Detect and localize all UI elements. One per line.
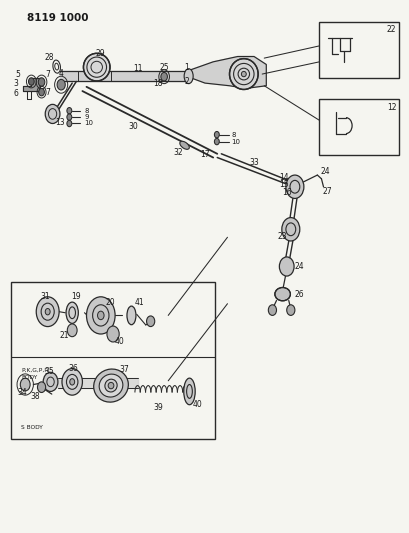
Circle shape [20,378,30,391]
Circle shape [67,114,72,120]
Circle shape [57,79,65,90]
Text: 8: 8 [84,108,89,114]
Circle shape [70,378,74,385]
Text: 8119 1000: 8119 1000 [27,13,88,23]
Ellipse shape [241,71,246,77]
Ellipse shape [180,141,189,149]
Bar [11,282,215,439]
Circle shape [45,309,50,315]
Text: 24: 24 [293,262,303,271]
Text: 1: 1 [184,63,189,71]
Text: P,K,G,P,R: P,K,G,P,R [21,368,48,373]
Text: 28: 28 [44,53,54,62]
Text: 10: 10 [84,120,93,126]
Text: 5: 5 [16,70,20,78]
Text: 32: 32 [173,148,183,157]
Text: 9: 9 [84,114,89,120]
Circle shape [62,368,82,395]
Ellipse shape [93,369,128,402]
Text: 34: 34 [18,388,27,397]
Text: 21: 21 [59,331,69,340]
Ellipse shape [108,382,114,389]
Polygon shape [190,56,265,88]
Text: 2: 2 [184,77,189,86]
Text: 39: 39 [153,403,162,412]
Text: 17: 17 [200,150,209,159]
Circle shape [214,139,219,145]
Text: 16: 16 [281,188,291,197]
Text: 18: 18 [153,79,162,88]
Text: 35: 35 [44,367,54,376]
Circle shape [43,372,58,391]
Ellipse shape [184,69,193,84]
Circle shape [107,326,119,342]
Text: 14: 14 [279,173,288,182]
Polygon shape [23,78,39,91]
Circle shape [267,305,276,316]
Text: 40: 40 [192,400,202,409]
Text: 31: 31 [40,292,49,301]
Text: 38: 38 [31,392,40,401]
Ellipse shape [183,378,195,405]
Text: 30: 30 [128,122,138,131]
Circle shape [97,311,104,320]
Circle shape [160,72,167,81]
Circle shape [285,175,303,198]
Text: 24: 24 [320,167,330,176]
Text: 7: 7 [45,87,50,96]
Ellipse shape [274,287,290,301]
Text: 36: 36 [68,364,78,373]
Text: 23: 23 [277,232,287,241]
Text: BODY: BODY [21,375,37,379]
Ellipse shape [83,53,110,81]
Bar [319,22,398,78]
Text: 37: 37 [119,365,129,374]
Text: 15: 15 [279,180,288,189]
Text: 13: 13 [55,118,65,127]
Text: 41: 41 [135,298,144,307]
Text: 40: 40 [114,337,124,346]
Text: 6: 6 [14,89,19,98]
Text: 25: 25 [159,63,169,72]
Text: 10: 10 [231,139,240,144]
Circle shape [28,78,34,85]
Text: 12: 12 [386,102,396,111]
Polygon shape [60,71,188,82]
Circle shape [279,257,293,276]
Circle shape [37,382,45,392]
Text: S BODY: S BODY [21,425,43,430]
Circle shape [67,120,72,127]
Bar [319,99,398,155]
Text: 7: 7 [45,70,50,78]
Text: 26: 26 [293,289,303,298]
Circle shape [214,132,219,138]
Circle shape [45,104,60,124]
Ellipse shape [127,306,136,325]
Text: 11: 11 [133,64,142,73]
Circle shape [38,88,44,96]
Circle shape [286,305,294,316]
Text: 4: 4 [58,69,63,78]
Ellipse shape [105,379,117,392]
Text: 33: 33 [249,158,258,167]
Text: 20: 20 [105,298,115,307]
Ellipse shape [66,302,78,324]
Circle shape [67,108,72,114]
Circle shape [36,297,59,327]
Text: 22: 22 [386,26,396,35]
Circle shape [38,78,45,86]
Text: 3: 3 [14,78,19,87]
Text: 29: 29 [95,50,105,58]
Circle shape [86,297,115,334]
Text: 27: 27 [322,187,332,196]
Text: 19: 19 [71,292,81,301]
Circle shape [146,316,154,327]
Ellipse shape [229,59,258,90]
Polygon shape [58,378,137,388]
Ellipse shape [99,374,123,397]
Circle shape [67,324,77,337]
Text: 8: 8 [231,132,236,138]
Circle shape [281,217,299,241]
